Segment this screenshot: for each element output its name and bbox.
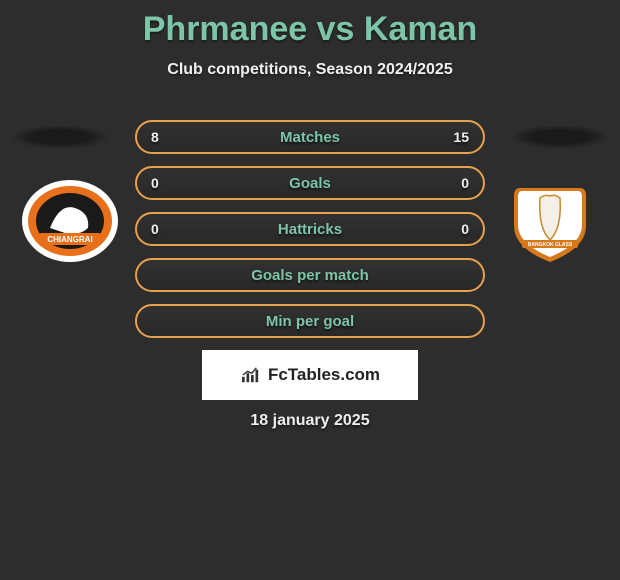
badge-shadow-left xyxy=(10,125,110,149)
stat-row-mpg: Min per goal xyxy=(135,304,485,338)
badge-shadow-right xyxy=(510,125,610,149)
chiangrai-badge-icon: CHIANGRAI xyxy=(20,178,120,264)
stat-right-value: 15 xyxy=(439,129,469,145)
stat-left-value: 8 xyxy=(151,129,181,145)
bangkok-glass-badge-icon: BANGKOK GLASS xyxy=(500,178,600,264)
subtitle: Club competitions, Season 2024/2025 xyxy=(0,61,620,79)
stat-label: Min per goal xyxy=(266,313,354,330)
branding-box: FcTables.com xyxy=(202,350,418,400)
chart-icon xyxy=(240,366,262,384)
team-badge-right: BANGKOK GLASS xyxy=(500,178,600,264)
stat-right-value: 0 xyxy=(439,175,469,191)
stat-label: Hattricks xyxy=(278,221,342,238)
branding-text: FcTables.com xyxy=(268,365,380,385)
stat-left-value: 0 xyxy=(151,175,181,191)
svg-text:CHIANGRAI: CHIANGRAI xyxy=(47,235,92,244)
stat-row-hattricks: 0 Hattricks 0 xyxy=(135,212,485,246)
stat-label: Goals xyxy=(289,175,331,192)
footer-date: 18 january 2025 xyxy=(0,412,620,430)
stat-label: Goals per match xyxy=(251,267,369,284)
team-badge-left: CHIANGRAI xyxy=(20,178,120,264)
stat-row-matches: 8 Matches 15 xyxy=(135,120,485,154)
stat-right-value: 0 xyxy=(439,221,469,237)
svg-text:BANGKOK GLASS: BANGKOK GLASS xyxy=(528,242,573,248)
stat-label: Matches xyxy=(280,129,340,146)
stat-row-gpm: Goals per match xyxy=(135,258,485,292)
page-title: Phrmanee vs Kaman xyxy=(0,0,620,49)
stat-row-goals: 0 Goals 0 xyxy=(135,166,485,200)
stats-panel: 8 Matches 15 0 Goals 0 0 Hattricks 0 Goa… xyxy=(135,120,485,350)
stat-left-value: 0 xyxy=(151,221,181,237)
